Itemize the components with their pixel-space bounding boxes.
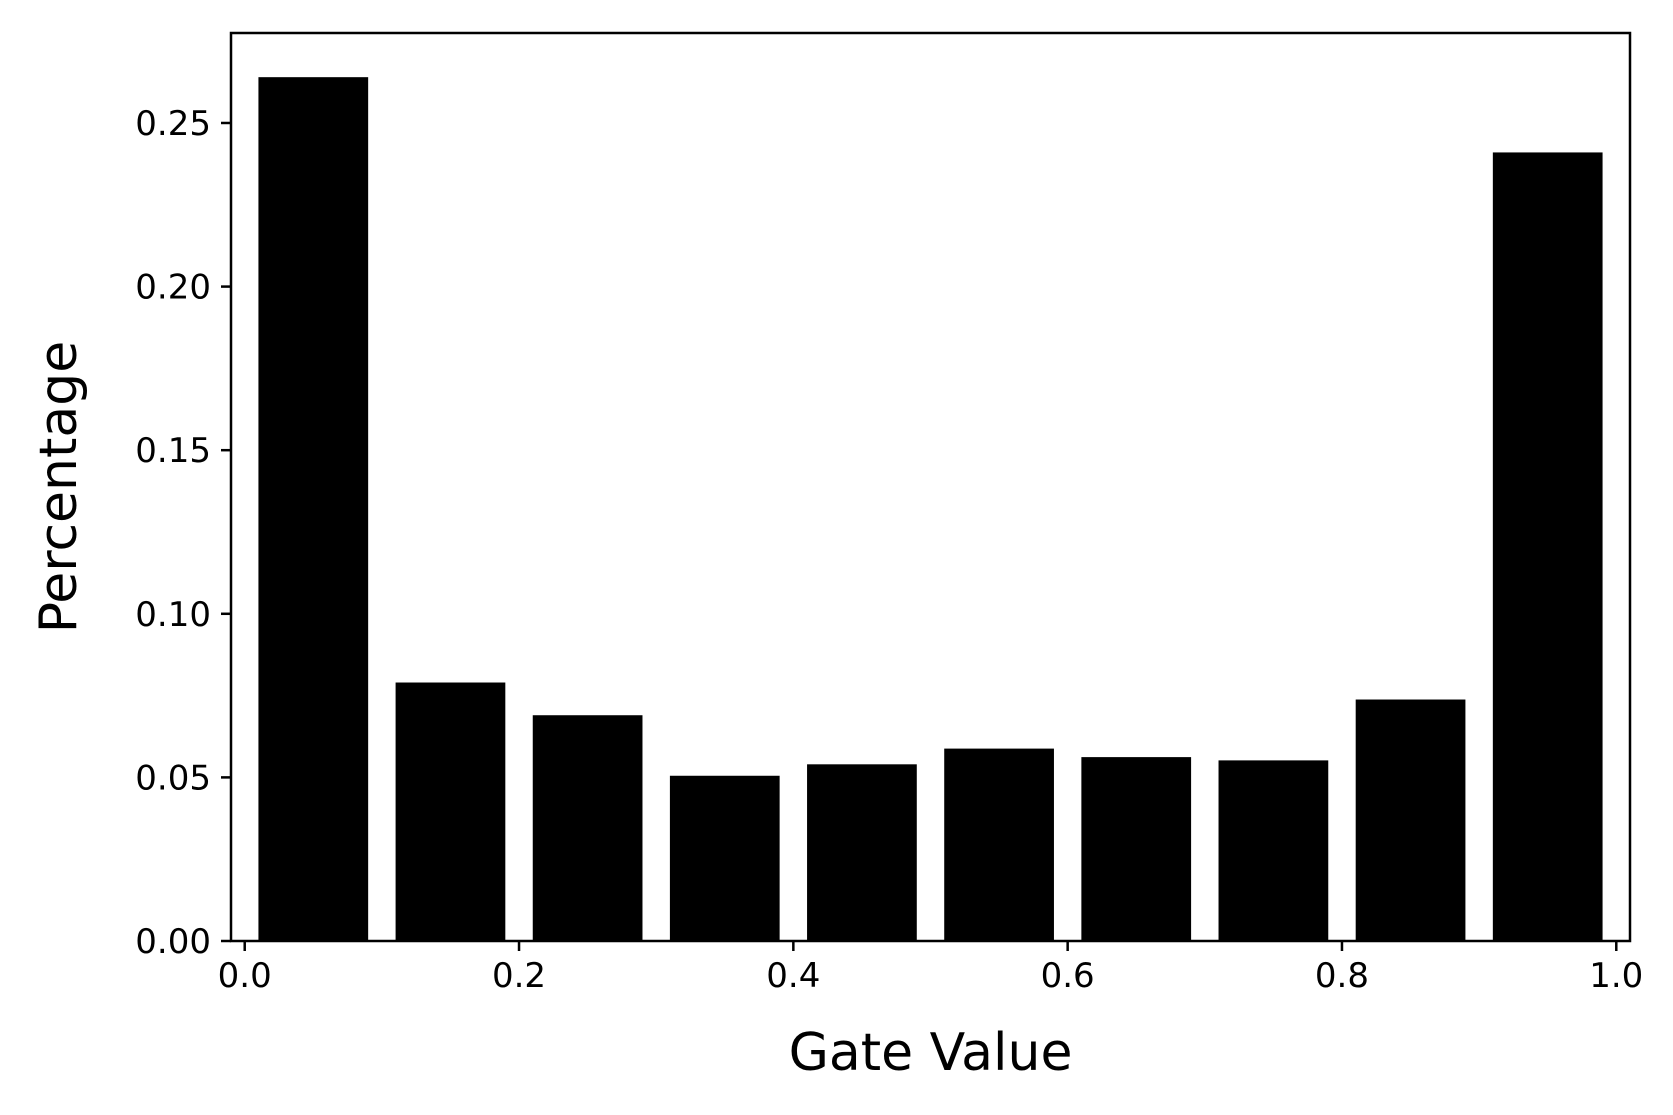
y-tick-label: 0.20 [135, 268, 211, 308]
y-tick-label: 0.10 [135, 595, 211, 635]
bar [1218, 760, 1329, 941]
bar [807, 764, 917, 941]
bar [1492, 152, 1603, 941]
y-tick-label: 0.15 [135, 431, 211, 471]
x-axis: 0.0 0.2 0.4 0.6 0.8 1.0 [218, 941, 1643, 996]
x-tick-label: 0.6 [1041, 956, 1095, 996]
bar [532, 715, 643, 941]
bar [1081, 757, 1192, 941]
bar [669, 775, 780, 941]
x-tick-label: 1.0 [1589, 956, 1643, 996]
x-tick-label: 0.0 [218, 956, 272, 996]
bar [258, 77, 369, 942]
y-tick-label: 0.05 [135, 758, 211, 798]
x-tick-label: 0.4 [766, 956, 820, 996]
y-tick-label: 0.25 [135, 104, 211, 144]
x-axis-label: Gate Value [789, 1023, 1073, 1083]
x-tick-label: 0.2 [492, 956, 546, 996]
bar [1355, 699, 1466, 941]
y-axis-label: Percentage [29, 341, 89, 634]
y-tick-label: 0.00 [135, 922, 211, 962]
y-axis: 0.00 0.05 0.10 0.15 0.20 0.25 [135, 104, 231, 962]
bar [944, 748, 1054, 941]
plot-frame [229, 31, 1632, 943]
bar-group [258, 77, 1603, 942]
bar [395, 682, 506, 941]
x-tick-label: 0.8 [1315, 956, 1369, 996]
